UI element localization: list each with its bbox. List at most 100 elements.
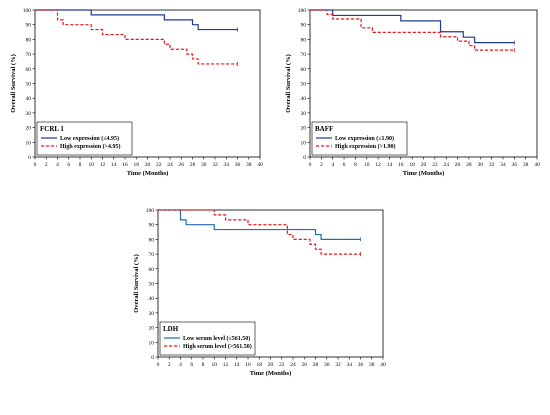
y-tick-label: 100 xyxy=(298,8,307,14)
y-tick-label: 40 xyxy=(26,96,32,102)
y-tick-label: 80 xyxy=(26,37,32,43)
x-tick-label: 16 xyxy=(122,162,128,168)
x-tick-label: 6 xyxy=(190,362,193,368)
legend: FCRL 1 Low expression (≤4.95)High express… xyxy=(36,121,133,156)
x-tick-label: 8 xyxy=(202,362,205,368)
legend-entry-low: Low expression (≤1.90) xyxy=(335,135,394,142)
y-tick-label: 20 xyxy=(149,326,155,332)
x-tick-label: 8 xyxy=(79,162,82,168)
series-line-low xyxy=(35,9,238,31)
x-tick-label: 0 xyxy=(157,362,160,368)
x-tick-label: 40 xyxy=(257,162,263,168)
y-tick-label: 10 xyxy=(26,140,32,146)
x-tick-label: 20 xyxy=(421,162,427,168)
y-tick-label: 40 xyxy=(149,296,155,302)
x-tick-label: 28 xyxy=(190,162,196,168)
chart-panel-1: 0 2 4 6 8 10 12 14 16 18 20 22 24 26 28 30 32 34 36 38 40010… xyxy=(10,8,263,177)
x-tick-label: 24 xyxy=(290,362,296,368)
x-tick-label: 32 xyxy=(489,162,495,168)
x-tick-label: 2 xyxy=(45,162,48,168)
x-tick-label: 10 xyxy=(89,162,95,168)
y-tick-label: 0 xyxy=(303,155,306,161)
x-tick-label: 0 xyxy=(309,162,312,168)
x-tick-label: 36 xyxy=(512,162,518,168)
x-tick-label: 28 xyxy=(313,362,319,368)
y-tick-label: 60 xyxy=(26,67,32,73)
x-tick-label: 6 xyxy=(67,162,70,168)
x-tick-label: 22 xyxy=(279,362,285,368)
y-axis-title: Overall Survival (%) xyxy=(133,254,140,313)
x-tick-label: 28 xyxy=(466,162,472,168)
x-tick-label: 38 xyxy=(523,162,529,168)
x-tick-label: 4 xyxy=(179,362,182,368)
x-tick-label: 4 xyxy=(331,162,334,168)
x-tick-label: 24 xyxy=(167,162,173,168)
y-tick-label: 80 xyxy=(301,37,307,43)
x-tick-label: 38 xyxy=(246,162,252,168)
series-line-high xyxy=(310,9,515,51)
x-tick-label: 40 xyxy=(380,362,386,368)
y-tick-label: 70 xyxy=(301,52,307,58)
x-tick-label: 14 xyxy=(234,362,240,368)
y-tick-label: 50 xyxy=(301,82,307,88)
x-tick-label: 2 xyxy=(168,362,171,368)
x-tick-label: 14 xyxy=(111,162,117,168)
y-tick-label: 30 xyxy=(301,111,307,117)
x-tick-label: 40 xyxy=(534,162,540,168)
x-tick-label: 8 xyxy=(354,162,357,168)
legend-title: BAFF xyxy=(315,125,333,133)
x-tick-label: 4 xyxy=(56,162,59,168)
y-tick-label: 20 xyxy=(26,126,32,132)
series-line-high xyxy=(158,209,361,255)
chart-panel-2: 0 2 4 6 8 10 12 14 16 18 20 22 24 26 28 30 32 34 36 38 40010… xyxy=(285,8,540,177)
legend-entry-low: Low expression (≤4.95) xyxy=(60,135,119,142)
y-tick-label: 40 xyxy=(301,96,307,102)
x-tick-label: 30 xyxy=(201,162,207,168)
x-tick-label: 14 xyxy=(387,162,393,168)
x-tick-label: 18 xyxy=(409,162,415,168)
x-tick-label: 10 xyxy=(364,162,370,168)
x-tick-label: 20 xyxy=(268,362,274,368)
y-tick-label: 50 xyxy=(149,282,155,288)
x-tick-label: 36 xyxy=(235,162,241,168)
x-tick-label: 16 xyxy=(245,362,251,368)
y-tick-label: 100 xyxy=(146,208,155,214)
x-axis-title: Time (Months) xyxy=(127,170,169,177)
x-axis-title: Time (Months) xyxy=(250,370,292,377)
y-tick-label: 90 xyxy=(26,23,32,29)
y-tick-label: 30 xyxy=(149,311,155,317)
x-tick-label: 22 xyxy=(156,162,162,168)
y-tick-label: 0 xyxy=(28,155,31,161)
legend-box xyxy=(36,121,133,156)
x-tick-label: 30 xyxy=(324,362,330,368)
x-tick-label: 12 xyxy=(223,362,229,368)
x-tick-label: 32 xyxy=(212,162,218,168)
legend-entry-high: High expression (>4.95) xyxy=(60,143,120,150)
x-tick-label: 36 xyxy=(358,362,364,368)
x-tick-label: 10 xyxy=(212,362,218,368)
legend-entry-low: Low serum level (≤561.50) xyxy=(183,335,250,342)
legend: LDH Low serum level (≤561.50)High serum l… xyxy=(159,321,256,356)
y-tick-label: 50 xyxy=(26,82,32,88)
x-tick-label: 38 xyxy=(369,362,375,368)
y-tick-label: 100 xyxy=(23,8,32,14)
x-tick-label: 30 xyxy=(478,162,484,168)
x-axis-title: Time (Months) xyxy=(403,170,445,177)
x-tick-label: 26 xyxy=(302,362,308,368)
legend-title: FCRL 1 xyxy=(40,125,64,133)
x-tick-label: 18 xyxy=(134,162,140,168)
series-line-high xyxy=(35,9,238,65)
y-tick-label: 90 xyxy=(149,223,155,229)
y-tick-label: 10 xyxy=(301,140,307,146)
series-line-low xyxy=(310,9,515,44)
legend-entry-high: High expression (>1.90) xyxy=(335,143,395,150)
y-tick-label: 60 xyxy=(149,267,155,273)
x-tick-label: 34 xyxy=(347,362,353,368)
x-tick-label: 20 xyxy=(145,162,151,168)
x-tick-label: 12 xyxy=(375,162,381,168)
x-tick-label: 0 xyxy=(34,162,37,168)
x-tick-label: 12 xyxy=(100,162,106,168)
x-tick-label: 24 xyxy=(443,162,449,168)
